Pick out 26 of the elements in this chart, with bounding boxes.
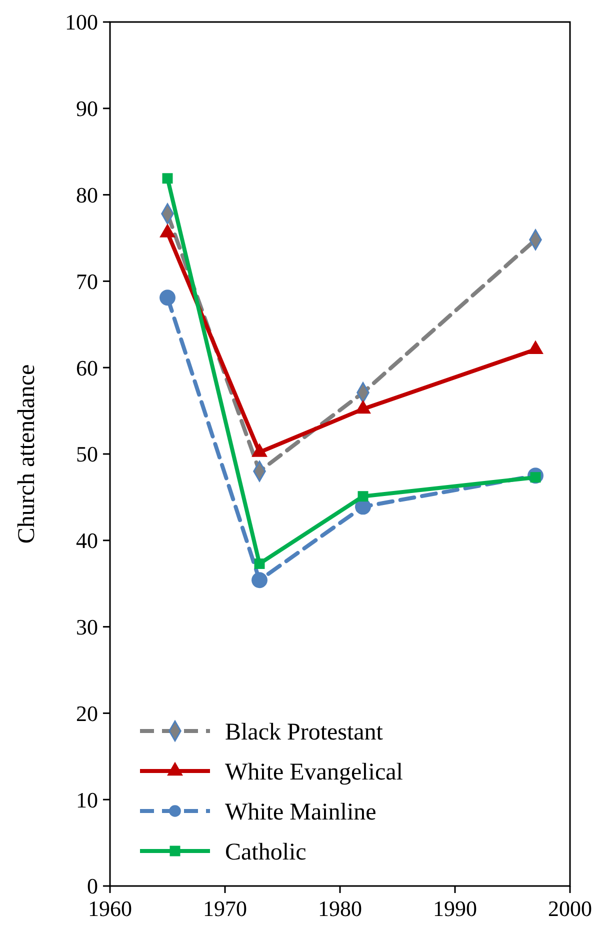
y-tick-label: 30	[76, 614, 98, 640]
y-tick-label: 10	[76, 787, 98, 812]
y-tick-label: 90	[76, 96, 98, 122]
y-tick-label: 70	[76, 268, 98, 294]
y-tick-label: 100	[65, 10, 98, 35]
y-tick-label: 20	[76, 700, 98, 726]
y-tick-label: 40	[76, 528, 98, 554]
x-tick-label: 1960	[88, 896, 132, 921]
legend-label: Catholic	[225, 839, 306, 866]
x-tick-label: 1970	[203, 896, 247, 921]
point	[162, 173, 173, 184]
point	[254, 558, 265, 569]
y-axis-title: Church attendance	[14, 364, 40, 544]
y-tick-label: 50	[76, 442, 98, 467]
y-tick-label: 60	[76, 355, 98, 380]
y-tick-label: 0	[87, 874, 98, 899]
legend-label: White Mainline	[225, 799, 376, 826]
point	[358, 491, 368, 502]
point	[160, 290, 176, 306]
x-tick-label: 1980	[318, 896, 362, 921]
legend-label: White Evangelical	[225, 759, 404, 786]
x-tick-label: 1990	[433, 896, 477, 921]
x-tick-label: 2000	[548, 896, 592, 921]
point	[252, 572, 268, 588]
legend-label: Black Protestant	[225, 719, 384, 746]
y-tick-label: 80	[76, 182, 98, 208]
